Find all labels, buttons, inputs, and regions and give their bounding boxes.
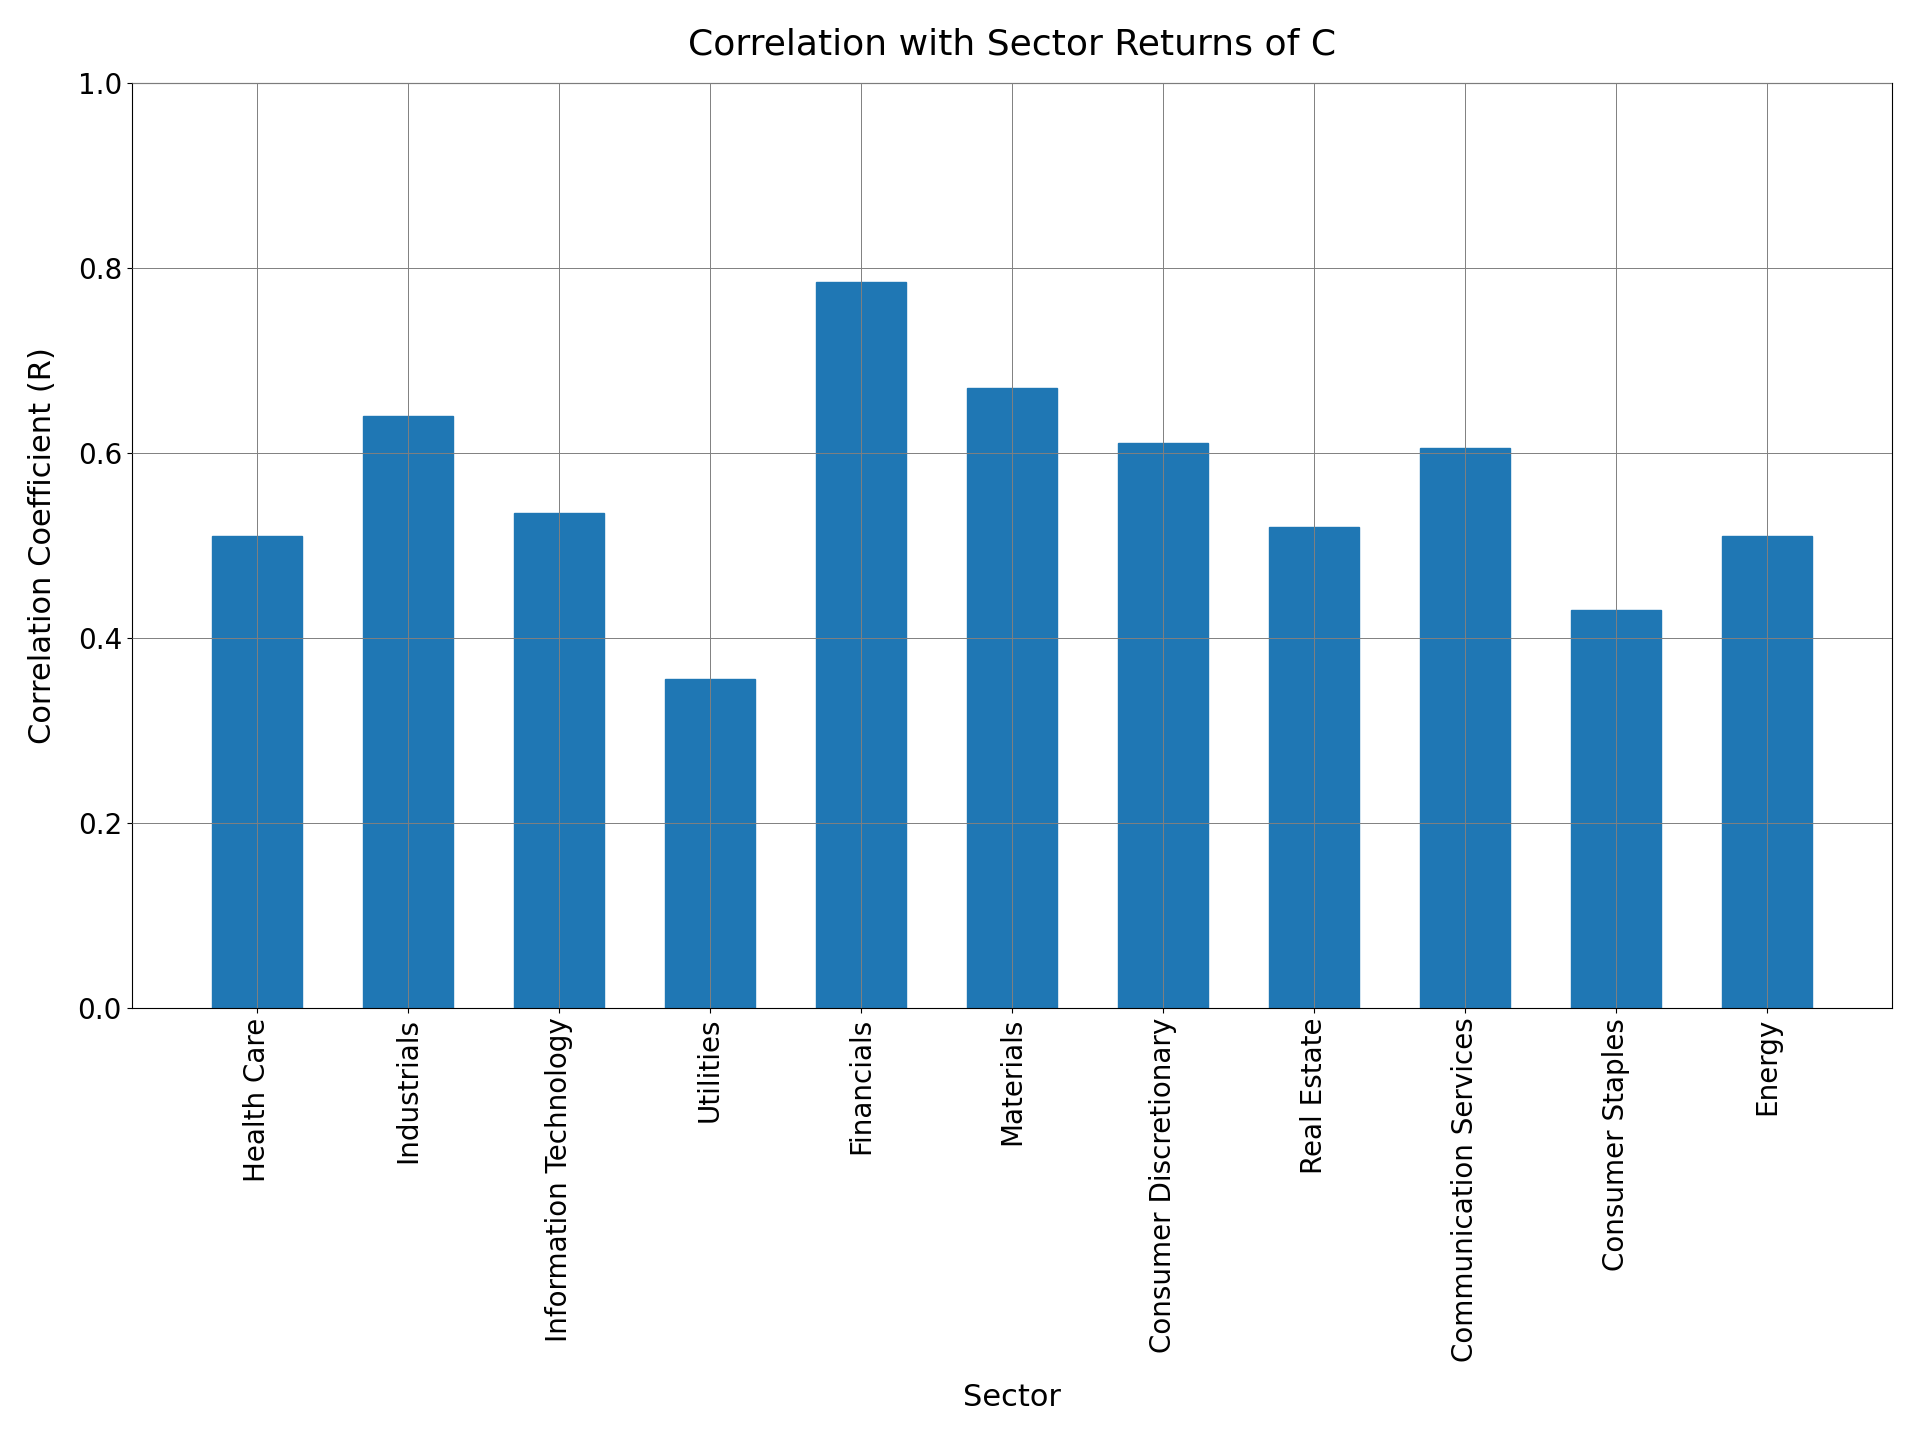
Bar [816,281,906,1008]
X-axis label: Sector: Sector [964,1384,1062,1413]
Bar [363,416,453,1008]
Bar [211,536,301,1008]
Bar [515,513,605,1008]
Y-axis label: Correlation Coefficient (R): Correlation Coefficient (R) [27,347,58,743]
Bar [1571,611,1661,1008]
Title: Correlation with Sector Returns of C: Correlation with Sector Returns of C [687,27,1336,62]
Bar [1117,444,1208,1008]
Bar [1419,448,1511,1008]
Bar [1722,536,1812,1008]
Bar [664,680,755,1008]
Bar [1269,527,1359,1008]
Bar [966,387,1058,1008]
